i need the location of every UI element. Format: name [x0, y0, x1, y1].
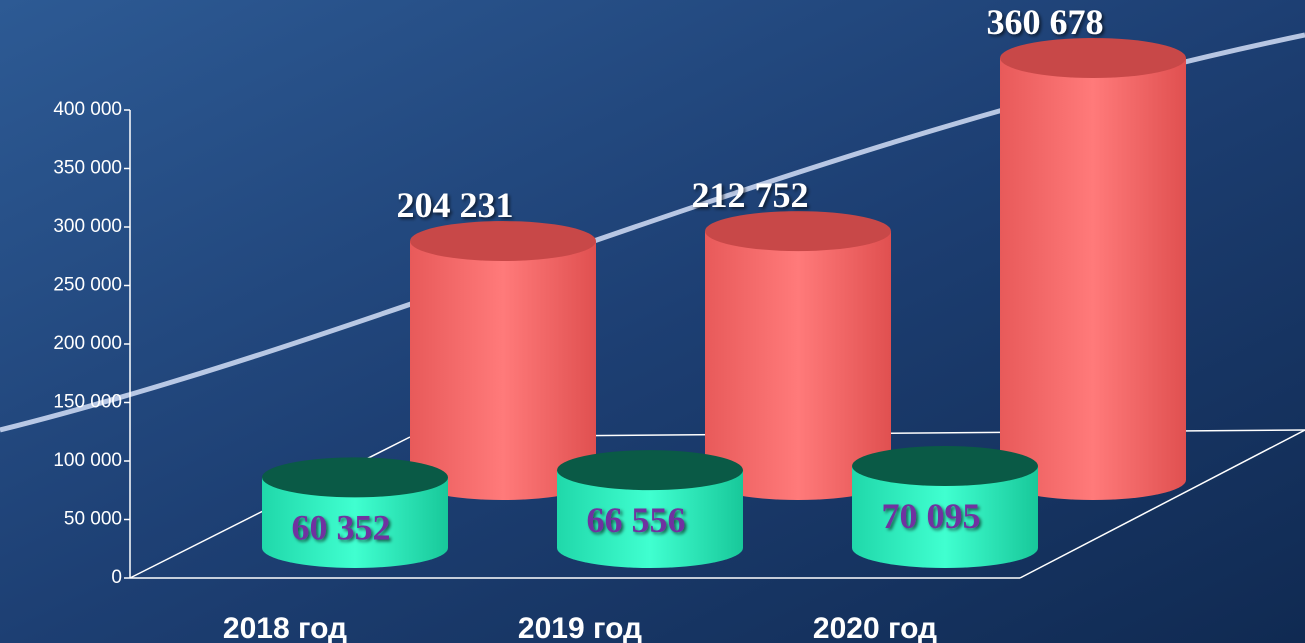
- y-tick-label: 200 000: [53, 333, 122, 354]
- cylinder-body: [262, 477, 448, 568]
- cylinder-top: [1000, 38, 1186, 79]
- cylinder-top: [852, 445, 1038, 486]
- cylinder-body: [1000, 58, 1186, 500]
- x-tick-label: 2019 год: [518, 612, 642, 643]
- x-tick-label: 2020 год: [813, 612, 937, 643]
- cylinder-body: [410, 241, 596, 500]
- cylinder-body: [557, 470, 743, 568]
- y-tick-label: 400 000: [53, 99, 122, 120]
- cylinder-top: [262, 457, 448, 498]
- y-tick-label: 350 000: [53, 158, 122, 179]
- y-tick-label: 250 000: [53, 275, 122, 296]
- value-label: 70 095: [882, 496, 981, 536]
- cylinder-body: [852, 465, 1038, 568]
- value-label: 204 231: [397, 185, 514, 225]
- value-label: 60 352: [292, 507, 391, 547]
- cylinder-top: [410, 221, 596, 262]
- value-label: 360 678: [987, 2, 1104, 42]
- cylinder-top: [705, 211, 891, 252]
- value-label: 212 752: [692, 175, 809, 215]
- y-tick-label: 50 000: [64, 509, 122, 530]
- y-tick-label: 300 000: [53, 216, 122, 237]
- y-tick-label: 100 000: [53, 450, 122, 471]
- y-tick-label: 150 000: [53, 392, 122, 413]
- y-tick-label: 0: [111, 567, 122, 588]
- x-tick-label: 2018 год: [223, 612, 347, 643]
- cylinder-top: [557, 450, 743, 491]
- cylinder-body: [705, 231, 891, 501]
- value-label: 66 556: [587, 500, 686, 540]
